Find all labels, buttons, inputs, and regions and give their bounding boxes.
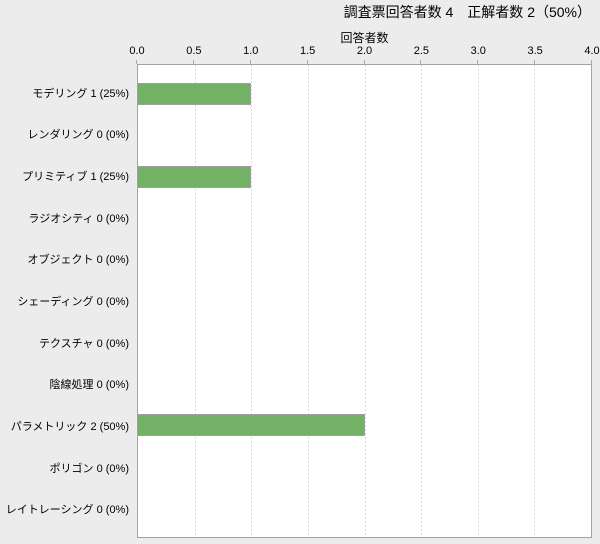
bar-row [138,197,591,238]
bar-row [138,363,591,404]
category-label: レンダリング 0 (0%) [27,129,129,142]
chart-title: 調査票回答者数 4 正解者数 2（50%） [343,4,591,20]
category-label: シェーディング 0 (0%) [17,296,129,309]
gridline [307,65,309,537]
bar-rows [138,65,591,537]
category-label: オブジェクト 0 (0%) [27,254,129,267]
bar-パラメトリック [138,414,365,437]
category-label: ポリゴン 0 (0%) [49,462,129,475]
category-label: レイトレーシング 0 (0%) [5,504,129,517]
x-tick-label: 1.5 [299,45,316,57]
y-axis-category-labels: モデリング 1 (25%) レンダリング 0 (0%) プリミティブ 1 (25%)… [0,64,129,538]
bar-row [138,446,591,487]
gridline [534,65,536,537]
x-tick-mark [192,60,194,64]
x-axis-tick-marks [136,60,592,64]
x-tick-label: 0.0 [129,45,145,57]
x-tick-label: 3.0 [470,45,486,57]
gridline [421,65,423,537]
x-tick-mark [534,60,536,64]
bar-row [138,488,591,529]
category-label: プリミティブ 1 (25%) [22,171,129,184]
plot-area [137,64,592,538]
gridline [251,65,253,537]
gridline [477,65,479,537]
x-tick-mark [306,60,308,64]
x-tick-label: 2.5 [413,45,430,57]
x-tick-label: 4.0 [584,45,600,57]
bar-row [138,322,591,363]
bar-モデリング [138,82,252,105]
category-label: ラジオシティ 0 (0%) [28,212,129,225]
gridline [364,65,366,537]
bar-row [138,405,591,446]
category-label: モデリング 1 (25%) [32,87,129,100]
x-tick-mark [136,60,137,64]
bar-row [138,156,591,197]
x-tick-mark [363,60,365,64]
x-tick-label: 2.0 [356,45,373,57]
x-tick-mark [420,60,422,64]
gridline [194,65,196,537]
category-label: パラメトリック 2 (50%) [10,420,129,433]
x-tick-label: 1.0 [243,45,259,57]
x-tick-label: 3.5 [527,45,543,57]
x-tick-mark [591,60,592,64]
x-axis-label: 回答者数 [340,31,389,45]
bar-row [138,280,591,321]
bar-row [138,114,591,155]
category-label: 陰線処理 0 (0%) [49,379,129,392]
bar-row [138,239,591,280]
bar-プリミティブ [138,165,252,188]
x-axis-tick-labels: 0.0 0.5 1.0 1.5 2.0 2.5 3.0 3.5 4.0 [129,45,599,59]
category-label: テクスチャ 0 (0%) [38,337,129,350]
x-tick-label: 0.5 [186,45,202,57]
x-tick-mark [477,60,479,64]
bar-row [138,73,591,114]
x-tick-mark [249,60,251,64]
